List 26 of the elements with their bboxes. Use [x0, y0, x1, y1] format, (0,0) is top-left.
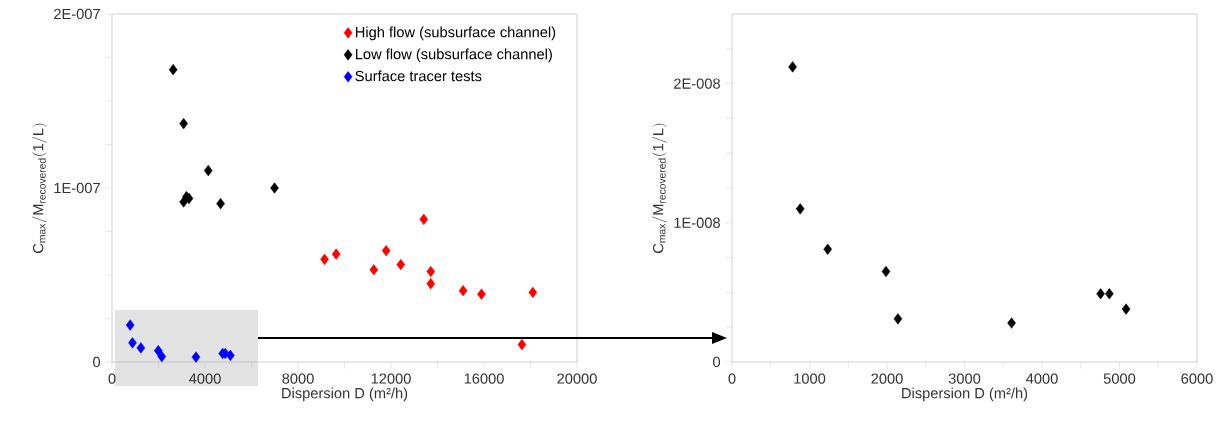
x-tick-label: 4000: [189, 373, 221, 384]
x-tick-label: 12000: [371, 373, 411, 384]
x-tick-label: 1000: [794, 373, 826, 384]
y-axis-title: $\mathrm{C_{max}/M_{recovered}(1/L)}$: [652, 123, 667, 253]
x-tick-label: 0: [108, 373, 116, 384]
legend-label: High flow (subsurface channel): [355, 26, 556, 41]
y-tick-label: 2E-007: [54, 8, 100, 20]
x-tick-label: 8000: [282, 373, 314, 384]
x-tick-label: 0: [728, 373, 736, 384]
x-axis-title: Dispersion D (m²/h): [282, 387, 408, 402]
x-tick-label: 2000: [871, 373, 903, 384]
y-tick-label: 1E-008: [674, 217, 720, 228]
x-tick-label: 5000: [1103, 373, 1136, 384]
y-axis-title: $\mathrm{C_{max}/M_{recovered}(1/L)}$: [32, 123, 47, 253]
x-tick-label: 6000: [1181, 373, 1213, 384]
x-tick-label: 16000: [464, 373, 504, 384]
x-tick-label: 20000: [557, 373, 597, 384]
legend-label: Low flow (subsurface channel): [355, 48, 552, 63]
y-tick-label: 0: [713, 356, 721, 368]
y-tick-label: 2E-008: [674, 78, 720, 89]
legend-label: Surface tracer tests: [355, 70, 482, 82]
y-tick-label: 1E-007: [54, 182, 100, 194]
y-tick-label: 0: [93, 356, 101, 368]
x-axis-title: Dispersion D (m²/h): [902, 387, 1028, 402]
x-tick-label: 3000: [948, 373, 981, 384]
x-tick-label: 4000: [1026, 373, 1058, 384]
